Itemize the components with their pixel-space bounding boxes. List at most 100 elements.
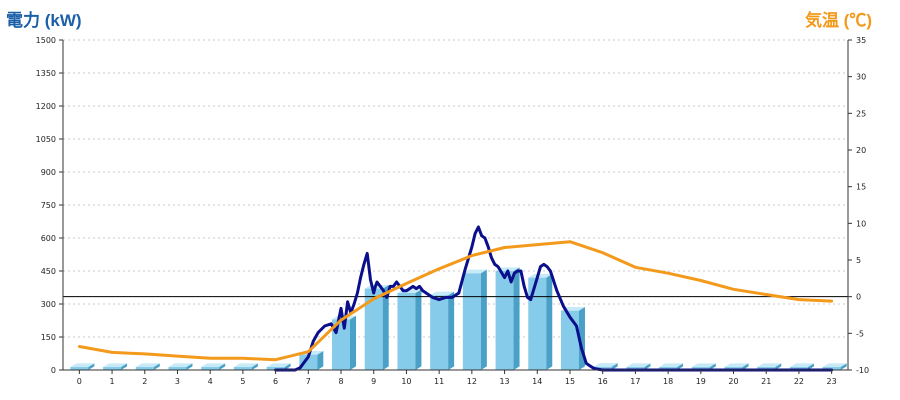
x-tick-label: 3 [175, 377, 180, 386]
bar-side [284, 363, 291, 370]
bar-top [822, 363, 847, 367]
power-line [274, 225, 834, 372]
left-tick-label: 300 [41, 300, 56, 309]
left-tick-label: 0 [51, 366, 56, 375]
right-tick-label: 20 [856, 146, 866, 155]
x-tick-label: 11 [434, 377, 444, 386]
line-layer [63, 225, 848, 372]
bar [495, 271, 514, 370]
bar [135, 367, 154, 370]
bar-top [462, 269, 487, 274]
x-tick-label: 20 [728, 377, 738, 386]
x-tick-label: 0 [77, 377, 82, 386]
bar [168, 367, 187, 370]
bar [364, 288, 383, 370]
left-tick-label: 1200 [36, 102, 56, 111]
bar-side [88, 363, 95, 370]
bar-side [775, 363, 782, 370]
x-tick-label: 21 [761, 377, 771, 386]
bar-side [317, 351, 324, 370]
bar [430, 295, 449, 370]
x-tick-label: 14 [532, 377, 542, 386]
right-tick-label: -10 [856, 366, 869, 375]
x-tick-label: 13 [499, 377, 509, 386]
x-tick-label: 8 [338, 377, 343, 386]
left-tick-label: 1500 [36, 36, 56, 45]
bar [299, 354, 318, 370]
x-tick-label: 15 [565, 377, 575, 386]
left-tick-label: 750 [41, 201, 56, 210]
right-tick-label: 15 [856, 183, 866, 192]
x-tick-label: 12 [467, 377, 477, 386]
left-axis-title: 電力 (kW) [6, 11, 82, 30]
bar-top [266, 363, 291, 367]
right-tick-label: 25 [856, 109, 866, 118]
bar [528, 277, 547, 370]
bar-top [626, 363, 651, 367]
left-tick-label: 150 [41, 333, 56, 342]
bar-top [659, 363, 684, 367]
bar-top [430, 291, 455, 296]
bar-side [153, 363, 160, 370]
bar [822, 367, 841, 370]
bar-side [644, 363, 651, 370]
axis-layer: 01503004506007509001050120013501500-10-5… [36, 36, 869, 386]
x-tick-label: 18 [663, 377, 673, 386]
x-tick-label: 9 [371, 377, 376, 386]
bar-top [757, 363, 782, 367]
bar-top [70, 363, 95, 367]
x-tick-label: 7 [306, 377, 311, 386]
right-tick-label: 5 [856, 256, 861, 265]
bar-top [528, 274, 553, 278]
x-tick-label: 10 [401, 377, 411, 386]
bar-side [448, 291, 455, 370]
x-tick-label: 16 [598, 377, 608, 386]
bar-side [807, 363, 814, 370]
right-tick-label: 35 [856, 36, 866, 45]
bar-top [593, 363, 618, 367]
x-tick-label: 1 [110, 377, 115, 386]
bar [593, 366, 612, 370]
bar-side [709, 363, 716, 370]
grid-layer [63, 39, 848, 338]
bar-top [789, 363, 814, 367]
bar-top [233, 363, 258, 367]
bar-side [350, 315, 357, 370]
bar-side [219, 363, 226, 370]
bar-side [186, 363, 193, 370]
bar-side [513, 267, 520, 370]
bar-side [611, 363, 618, 370]
bar-layer [70, 267, 847, 370]
bar [462, 273, 481, 370]
bar-top [135, 363, 160, 367]
bar-side [251, 363, 258, 370]
bar [233, 367, 252, 370]
bar-top [691, 363, 716, 367]
left-tick-label: 900 [41, 168, 56, 177]
bar-top [168, 363, 193, 367]
bar [201, 367, 220, 370]
bar-side [121, 363, 128, 370]
right-tick-label: 0 [856, 293, 861, 302]
right-tick-label: 30 [856, 73, 866, 82]
bar-side [840, 363, 847, 370]
bar-side [480, 269, 487, 370]
bar-side [382, 285, 389, 370]
x-tick-label: 6 [273, 377, 278, 386]
x-tick-label: 23 [827, 377, 837, 386]
x-tick-label: 17 [630, 377, 640, 386]
left-tick-label: 1350 [36, 69, 56, 78]
bar-side [677, 363, 684, 370]
bar-side [546, 274, 553, 370]
x-tick-label: 4 [208, 377, 213, 386]
bar-top [724, 363, 749, 367]
x-tick-label: 22 [794, 377, 804, 386]
temperature-line [77, 240, 834, 362]
left-tick-label: 1050 [36, 135, 56, 144]
right-tick-label: 10 [856, 219, 866, 228]
bar [397, 293, 416, 370]
left-tick-label: 600 [41, 234, 56, 243]
bar [103, 367, 122, 370]
